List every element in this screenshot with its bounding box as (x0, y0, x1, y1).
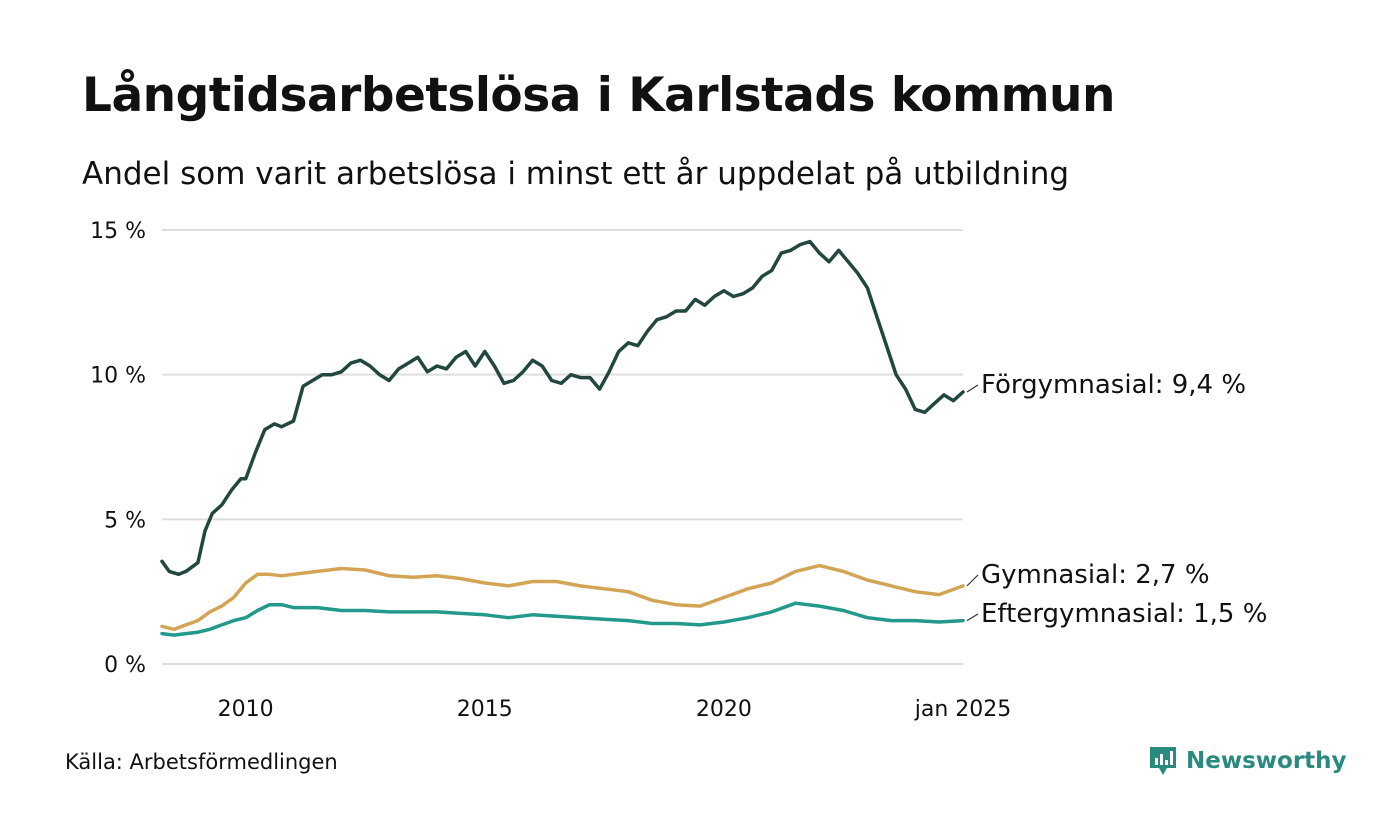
page-title: Långtidsarbetslösa i Karlstads kommun (82, 68, 1115, 123)
end-label-leader (966, 613, 979, 622)
source-note: Källa: Arbetsförmedlingen (65, 750, 338, 774)
series-line-gymnasial (160, 563, 965, 632)
newsworthy-logo-icon (1150, 747, 1176, 775)
end-label-leader (966, 574, 979, 587)
end-label-eftergymnasial: Eftergymnasial: 1,5 % (981, 599, 1267, 629)
x-tick-label: 2015 (457, 697, 513, 722)
y-tick-label: 10 % (90, 364, 146, 389)
brand-logo: Newsworthy (1148, 744, 1347, 778)
x-tick-label: 2010 (218, 697, 274, 722)
x-tick-label: jan 2025 (914, 697, 1012, 722)
y-tick-label: 15 % (90, 219, 146, 244)
x-tick-label: 2020 (696, 697, 752, 722)
end-label-forgymnasial: Förgymnasial: 9,4 % (981, 370, 1246, 400)
series-line-forgymnasial (160, 239, 965, 577)
y-tick-label: 5 % (104, 508, 146, 533)
brand-name: Newsworthy (1186, 748, 1347, 774)
end-label-gymnasial: Gymnasial: 2,7 % (981, 560, 1210, 590)
end-label-leader (966, 384, 979, 393)
page-subtitle: Andel som varit arbetslösa i minst ett å… (82, 156, 1070, 192)
y-tick-label: 0 % (104, 653, 146, 678)
series-line-eftergymnasial (160, 601, 965, 637)
